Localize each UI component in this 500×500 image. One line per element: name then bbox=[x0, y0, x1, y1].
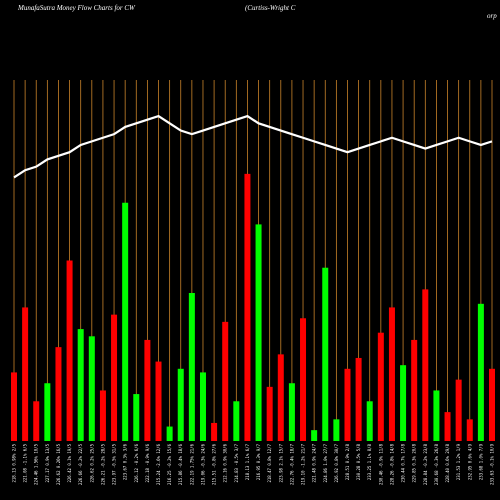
bar bbox=[344, 368, 351, 441]
bar bbox=[400, 365, 407, 441]
x-tick-label: 227.17 0.9% 13/5 bbox=[45, 443, 50, 482]
bar bbox=[455, 379, 462, 441]
x-tick-label: 216.25 -0.2% 15/6 bbox=[167, 443, 172, 485]
bar bbox=[199, 372, 206, 441]
x-tick-label: 226.42 0.1% 19/5 bbox=[67, 443, 72, 482]
bar bbox=[366, 401, 373, 441]
x-tick-label: 221.08 -1.1% 6/5 bbox=[23, 443, 28, 482]
bar-series bbox=[11, 173, 495, 442]
x-tick-label: 233.25 1.1% 8/8 bbox=[367, 443, 372, 480]
x-tick-label: 231.53 1.2% 1/9 bbox=[456, 443, 461, 480]
bar bbox=[433, 390, 440, 441]
x-tick-label: 221.48 0.9% 24/7 bbox=[312, 443, 317, 482]
x-tick-labels: 218.13 0.98% 2/5 221.08 -1.1% 6/5 224.46 1… bbox=[12, 443, 495, 485]
bar bbox=[11, 372, 17, 441]
bar bbox=[466, 419, 473, 441]
bar bbox=[211, 422, 218, 441]
x-tick-label: 230.44 0.7% 17/8 bbox=[401, 443, 406, 482]
x-tick-label: 226.62 0.26% 16/5 bbox=[56, 443, 61, 485]
bar bbox=[44, 383, 51, 441]
x-tick-label: 226.66 -0.2% 22/5 bbox=[78, 443, 83, 485]
x-tick-label: 233.68 1.0% 7/9 bbox=[478, 443, 483, 480]
x-tick-label: 228.51 0.9% 2/8 bbox=[345, 443, 350, 480]
x-tick-label: 226.12 -0.2% 6/6 bbox=[134, 443, 139, 482]
bar bbox=[477, 303, 484, 441]
bar bbox=[288, 383, 295, 441]
bar bbox=[77, 329, 84, 441]
x-tick-label: 215.86 -0.4% 18/6 bbox=[178, 443, 183, 485]
bar bbox=[300, 318, 307, 441]
bar bbox=[388, 307, 395, 441]
x-tick-label: 226.21 -0.2% 28/5 bbox=[100, 443, 105, 485]
bar bbox=[22, 307, 29, 441]
x-tick-label: 230.28 0.5% 5/8 bbox=[356, 443, 361, 480]
bar bbox=[311, 430, 318, 441]
x-tick-label: 222.18 -0.9% 9/6 bbox=[145, 443, 150, 482]
x-tick-label: 226.92 0.8% 30/7 bbox=[334, 443, 339, 482]
bar bbox=[333, 419, 340, 441]
x-tick-label: 223.97 -0.5% 31/5 bbox=[112, 443, 117, 485]
x-tick-label: 224.86 1.0% 27/7 bbox=[323, 443, 328, 482]
bar bbox=[255, 224, 262, 441]
chart-subtitle-tail: orp bbox=[487, 12, 497, 20]
bar bbox=[88, 336, 95, 441]
x-tick-label: 228.40 0.6% 29/8 bbox=[445, 443, 450, 482]
x-tick-label: 212.16 0.9% 30/6 bbox=[223, 443, 228, 482]
bar bbox=[111, 314, 118, 441]
chart-title: MunafaSutra Money Flow Charts for CW bbox=[17, 4, 136, 12]
x-tick-label: 222.19 1.75% 21/6 bbox=[189, 443, 194, 485]
bar bbox=[355, 357, 362, 441]
bar bbox=[244, 173, 251, 442]
bar bbox=[322, 267, 329, 441]
x-tick-label: 214.83 -0.5% 3/7 bbox=[234, 443, 239, 482]
price-line bbox=[13, 114, 493, 179]
bar bbox=[155, 361, 162, 441]
bar bbox=[133, 394, 140, 441]
bar bbox=[188, 292, 195, 441]
x-tick-label: 219.10 -1.2% 21/7 bbox=[301, 443, 306, 485]
x-tick-label: 230.68 -0.3% 26/8 bbox=[434, 443, 439, 485]
bar bbox=[233, 401, 240, 441]
bar bbox=[444, 412, 451, 441]
bar bbox=[222, 321, 229, 441]
x-tick-label: 230.46 -0.9% 11/8 bbox=[378, 443, 383, 485]
bar bbox=[122, 202, 129, 441]
x-tick-label: 228.84 -0.2% 23/8 bbox=[423, 443, 428, 485]
x-tick-label: 222.76 -0.4% 18/7 bbox=[289, 443, 294, 485]
x-tick-label: 223.67 0.3% 3/6 bbox=[123, 443, 128, 480]
bar bbox=[66, 260, 73, 441]
x-tick-label: 232.95 0.6% 4/9 bbox=[467, 443, 472, 480]
x-tick-label: 223.98 2.1% 15/7 bbox=[278, 443, 283, 482]
bar bbox=[489, 368, 495, 441]
x-tick-label: 224.46 1.56% 10/5 bbox=[34, 443, 39, 485]
bar bbox=[377, 332, 384, 441]
x-tick-label: 229.85 0.3% 20/8 bbox=[412, 443, 417, 482]
x-tick-label: 228.26 -0.8% 14/8 bbox=[389, 443, 394, 485]
bar bbox=[166, 426, 173, 441]
x-tick-label: 218.13 1.1% 6/7 bbox=[245, 443, 250, 480]
x-tick-label: 216.95 0.3% 9/7 bbox=[256, 443, 261, 480]
bar bbox=[422, 289, 429, 441]
bar bbox=[266, 386, 273, 441]
x-tick-label: 215.51 -0.8% 27/6 bbox=[212, 443, 217, 485]
x-tick-label: 226.62 0.2% 25/5 bbox=[89, 443, 94, 482]
x-tick-label: 218.47 0.8% 12/7 bbox=[267, 443, 272, 482]
chart-subtitle: (Curtiss-Wright C bbox=[245, 4, 296, 12]
bar bbox=[144, 339, 151, 441]
x-tick-label: 218.13 0.98% 2/5 bbox=[12, 443, 17, 482]
x-tick-label: 233.63 -0.1% 10/9 bbox=[490, 443, 495, 485]
bar bbox=[99, 390, 106, 441]
x-tick-label: 215.24 -2.6% 12/6 bbox=[156, 443, 161, 485]
bar bbox=[33, 401, 40, 441]
bar bbox=[55, 347, 62, 441]
x-tick-label: 219.06 -0.3% 24/6 bbox=[200, 443, 205, 485]
bar bbox=[177, 368, 184, 441]
bar bbox=[411, 339, 418, 441]
bar bbox=[277, 354, 284, 441]
